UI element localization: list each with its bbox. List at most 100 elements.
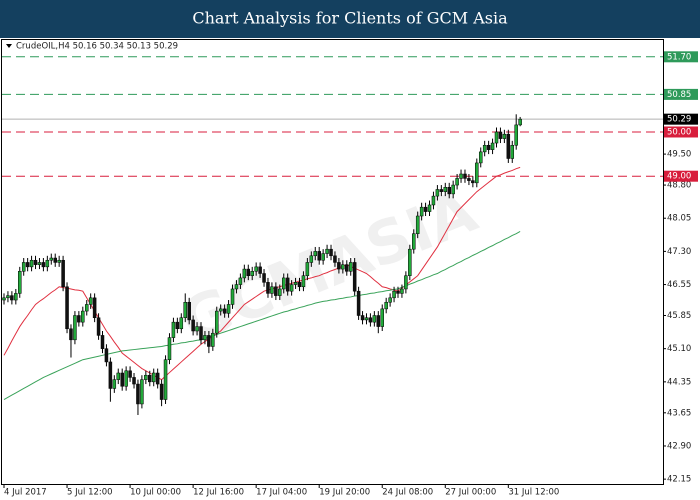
candle-body bbox=[447, 187, 451, 195]
level-label: 50.00 bbox=[667, 127, 691, 137]
symbol-info: CrudeOIL,H4 50.16 50.34 50.13 50.29 bbox=[16, 42, 178, 52]
candle-body bbox=[384, 301, 388, 310]
candle-body bbox=[151, 372, 156, 383]
candle-body bbox=[41, 262, 46, 268]
candle-body bbox=[471, 180, 475, 184]
x-tick-label: 12 Jul 16:00 bbox=[193, 488, 244, 498]
level-label: 49.00 bbox=[667, 172, 691, 182]
candle-body bbox=[250, 271, 254, 276]
candle-body bbox=[163, 359, 168, 400]
candle-body bbox=[226, 304, 231, 314]
candle-body bbox=[6, 295, 10, 299]
candle-body bbox=[459, 173, 463, 179]
candle-body bbox=[333, 255, 337, 263]
y-tick-label: 44.35 bbox=[667, 377, 691, 387]
level-tag bbox=[664, 88, 698, 100]
candle-body bbox=[404, 275, 408, 290]
y-tick-label: 48.05 bbox=[667, 214, 691, 224]
candle-body bbox=[376, 315, 381, 327]
candle-body bbox=[37, 262, 42, 265]
candle-body bbox=[262, 273, 266, 283]
candle-body bbox=[183, 301, 187, 318]
candle-body bbox=[297, 282, 302, 288]
candle-body bbox=[155, 372, 160, 385]
candle-body bbox=[120, 372, 124, 387]
candle-body bbox=[281, 277, 286, 290]
y-tick-label: 43.65 bbox=[667, 408, 691, 418]
candle-body bbox=[238, 277, 243, 285]
candle-body bbox=[309, 255, 314, 263]
candle-body bbox=[77, 315, 81, 323]
candle-body bbox=[222, 308, 227, 314]
candle-body bbox=[415, 215, 420, 234]
candle-body bbox=[396, 290, 400, 294]
candle-body bbox=[65, 286, 69, 330]
chart-title: Chart Analysis for Clients of GCM Asia bbox=[192, 9, 508, 28]
candle-body bbox=[482, 145, 487, 153]
candle-body bbox=[124, 370, 128, 387]
candle-body bbox=[191, 319, 195, 332]
candle-body bbox=[475, 162, 479, 184]
candle-body bbox=[274, 286, 278, 296]
candle-body bbox=[49, 257, 54, 261]
candle-body bbox=[510, 145, 515, 159]
candle-body bbox=[423, 206, 428, 212]
candle-body bbox=[498, 131, 503, 139]
candle-body bbox=[69, 328, 73, 341]
candle-body bbox=[2, 297, 6, 301]
candle-body bbox=[258, 266, 262, 274]
candle-body bbox=[10, 295, 14, 301]
candle-body bbox=[400, 288, 404, 294]
candle-body bbox=[246, 268, 251, 276]
candle-body bbox=[81, 310, 85, 323]
candle-body bbox=[116, 372, 121, 380]
candle-body bbox=[337, 262, 341, 270]
x-tick-label: 4 Jul 2017 bbox=[4, 488, 47, 498]
level-tag bbox=[664, 170, 698, 182]
candle-body bbox=[29, 259, 34, 268]
moving-average bbox=[3, 231, 521, 400]
level-tag bbox=[664, 51, 698, 63]
candle-body bbox=[230, 288, 235, 305]
candle-body bbox=[73, 315, 77, 341]
candle-body bbox=[278, 288, 282, 296]
candle-body bbox=[100, 335, 105, 349]
candle-body bbox=[112, 379, 117, 389]
y-tick-label: 42.15 bbox=[667, 475, 691, 485]
candle-body bbox=[88, 297, 93, 305]
candle-body bbox=[25, 262, 30, 268]
candle-body bbox=[486, 145, 491, 150]
candle-body bbox=[368, 317, 373, 323]
candle-body bbox=[431, 195, 436, 206]
candle-body bbox=[18, 271, 22, 294]
candle-body bbox=[325, 248, 329, 254]
level-label: 50.29 bbox=[667, 115, 691, 125]
candle-body bbox=[490, 142, 495, 150]
candle-body bbox=[329, 248, 333, 257]
candle-body bbox=[285, 277, 290, 292]
candle-body bbox=[45, 259, 50, 268]
candle-body bbox=[57, 259, 61, 263]
candle-body bbox=[388, 297, 392, 303]
candle-body bbox=[104, 348, 109, 363]
candle-body bbox=[96, 317, 101, 336]
candle-body bbox=[148, 374, 152, 383]
candle-body bbox=[360, 315, 365, 321]
level-tag bbox=[664, 113, 698, 125]
candle-body bbox=[518, 118, 522, 126]
candle-body bbox=[128, 370, 132, 378]
y-tick-label: 45.10 bbox=[667, 344, 691, 354]
candle-body bbox=[352, 262, 357, 292]
candle-body bbox=[301, 275, 306, 288]
candle-body bbox=[419, 206, 424, 217]
candle-body bbox=[317, 251, 321, 261]
candle-body bbox=[140, 379, 144, 405]
candle-body bbox=[356, 290, 361, 316]
candle-body bbox=[215, 310, 219, 334]
x-tick-label: 31 Jul 12:00 bbox=[508, 488, 559, 498]
candle-body bbox=[53, 257, 57, 263]
candle-body bbox=[203, 335, 207, 341]
candle-body bbox=[132, 377, 136, 385]
candle-body bbox=[439, 189, 444, 192]
